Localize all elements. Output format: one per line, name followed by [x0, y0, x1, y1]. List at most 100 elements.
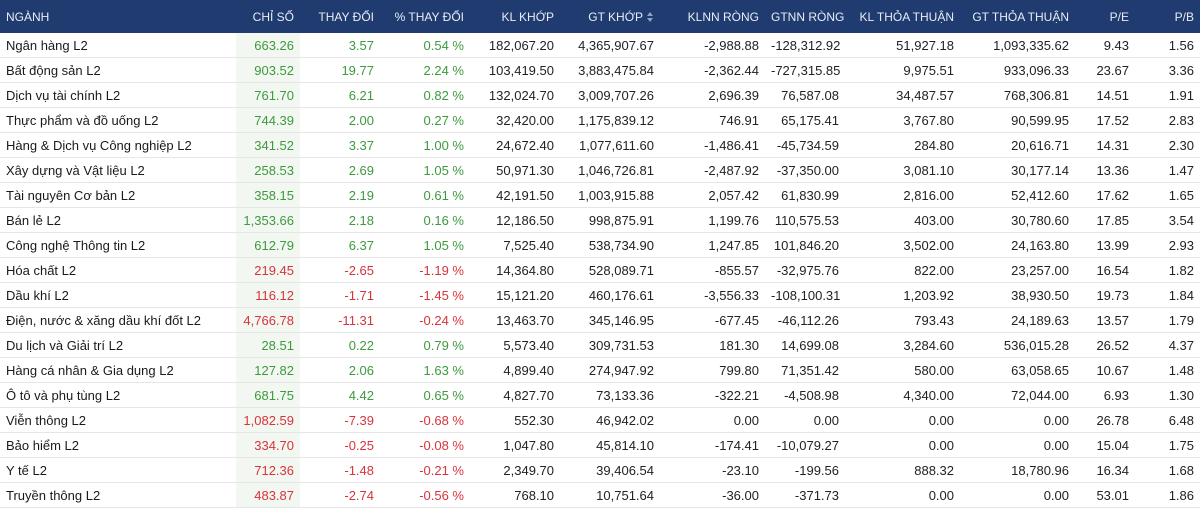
sector-row: Tài nguyên Cơ bản L2 358.15 2.19 0.61 % 42,1…: [0, 182, 1200, 208]
cell: 0.00: [845, 432, 960, 458]
cell-text: -3,556.33: [704, 287, 759, 303]
cell: 53.01: [1075, 482, 1135, 508]
cell-text: Viễn thông L2: [6, 412, 86, 428]
cell-text: 65,175.41: [781, 112, 839, 128]
cell: 1,046,726.81: [560, 157, 660, 183]
cell: 341.52: [236, 132, 300, 158]
cell: 3,009,707.26: [560, 82, 660, 108]
cell: 14.31: [1075, 132, 1135, 158]
sector-row: Bán lẻ L2 1,353.66 2.18 0.16 % 12,186.50 998,…: [0, 207, 1200, 233]
sector-row: Điện, nước & xăng dầu khí đốt L2 4,766.78…: [0, 307, 1200, 333]
cell-text: 13.99: [1096, 237, 1129, 253]
cell: 63,058.65: [960, 357, 1075, 383]
cell-text: 14,699.08: [781, 337, 839, 353]
cell-text: 32,420.00: [496, 112, 554, 128]
cell: 181.30: [660, 332, 765, 358]
cell: 52,412.60: [960, 182, 1075, 208]
cell-text: Y tế L2: [6, 462, 47, 478]
cell-text: 744.39: [254, 112, 294, 128]
cell-text: -855.57: [714, 262, 759, 278]
cell-text: 1,199.76: [708, 212, 759, 228]
cell-text: GT THỎA THUẬN: [972, 9, 1069, 24]
cell-text: 110,575.53: [774, 212, 839, 228]
cell-text: 34,487.57: [896, 87, 954, 103]
cell-text: 0.27 %: [423, 112, 464, 128]
cell-text: 1.56: [1168, 37, 1194, 53]
cell: 4,365,907.67: [560, 33, 660, 58]
cell: 13.57: [1075, 307, 1135, 333]
sector-name: Ngân hàng L2: [0, 33, 236, 58]
cell-text: 903.52: [254, 62, 294, 78]
cell-text: 2,057.42: [708, 187, 759, 203]
sort-icon[interactable]: [646, 11, 654, 23]
cell: -1.45 %: [380, 282, 470, 308]
cell: 3.36: [1135, 57, 1200, 83]
cell-text: Dịch vụ tài chính L2: [6, 87, 121, 103]
cell-text: 24,189.63: [1011, 312, 1069, 328]
cell-text: 1,093,335.62: [993, 37, 1069, 53]
cell: 19.73: [1075, 282, 1135, 308]
cell-text: 13.36: [1096, 162, 1129, 178]
cell: 16.54: [1075, 257, 1135, 283]
cell: 3,502.00: [845, 232, 960, 258]
cell: 4,766.78: [236, 307, 300, 333]
cell: 536,015.28: [960, 332, 1075, 358]
cell-text: 103,419.50: [488, 62, 554, 78]
cell: -174.41: [660, 432, 765, 458]
cell: -2.65: [300, 257, 380, 283]
cell: -11.31: [300, 307, 380, 333]
cell-text: 1.86: [1168, 487, 1194, 503]
cell-text: 0.82 %: [423, 87, 464, 103]
column-header: P/E: [1075, 0, 1135, 33]
cell: 1,047.80: [470, 432, 560, 458]
cell: 2,816.00: [845, 182, 960, 208]
sector-name: Bán lẻ L2: [0, 207, 236, 233]
cell-text: 10.67: [1096, 362, 1129, 378]
cell: 1.56: [1135, 33, 1200, 58]
cell-text: Truyền thông L2: [6, 487, 101, 503]
cell-text: 3,883,475.84: [578, 62, 654, 78]
cell-text: 16.34: [1096, 462, 1129, 478]
cell-text: 13,463.70: [496, 312, 554, 328]
cell: 0.00: [765, 407, 845, 433]
cell: 2.18: [300, 207, 380, 233]
column-header[interactable]: GT KHỚP: [560, 0, 660, 33]
sector-name: Tài nguyên Cơ bản L2: [0, 182, 236, 208]
cell-text: -322.21: [714, 387, 759, 403]
sector-row: Dịch vụ tài chính L2 761.70 6.21 0.82 % 132,…: [0, 82, 1200, 108]
cell-text: 14.31: [1096, 137, 1129, 153]
sector-row: Thực phẩm và đồ uống L2 744.39 2.00 0.27 % 3…: [0, 107, 1200, 133]
cell-text: 483.87: [254, 487, 294, 503]
cell: 127.82: [236, 357, 300, 383]
cell-text: 552.30: [514, 412, 554, 428]
cell: 26.78: [1075, 407, 1135, 433]
cell: 4.42: [300, 382, 380, 408]
cell-text: 345,146.95: [588, 312, 654, 328]
cell: 0.00: [845, 407, 960, 433]
cell: 998,875.91: [560, 207, 660, 233]
cell: 1.91: [1135, 82, 1200, 108]
sector-name: Hàng cá nhân & Gia dụng L2: [0, 357, 236, 383]
cell-text: 3,081.10: [903, 162, 954, 178]
cell-text: Hàng cá nhân & Gia dụng L2: [6, 362, 174, 378]
cell-text: 2,816.00: [903, 187, 954, 203]
cell-text: 3.57: [348, 37, 374, 53]
cell-text: 13.57: [1096, 312, 1129, 328]
cell: 72,044.00: [960, 382, 1075, 408]
cell: -727,315.85: [765, 57, 845, 83]
cell-text: 1.05 %: [423, 162, 464, 178]
cell: 552.30: [470, 407, 560, 433]
cell: 2.83: [1135, 107, 1200, 133]
cell: 101,846.20: [765, 232, 845, 258]
cell-text: 0.61 %: [423, 187, 464, 203]
cell: 16.34: [1075, 457, 1135, 483]
cell-text: 1,175,839.12: [578, 112, 654, 128]
cell: -322.21: [660, 382, 765, 408]
sector-row: Du lịch và Giải trí L2 28.51 0.22 0.79 % 5,5…: [0, 332, 1200, 358]
cell-text: 71,351.42: [781, 362, 839, 378]
cell-text: 1,203.92: [903, 287, 954, 303]
cell-text: 998,875.91: [588, 212, 654, 228]
cell: -0.21 %: [380, 457, 470, 483]
cell-text: 23,257.00: [1011, 262, 1069, 278]
